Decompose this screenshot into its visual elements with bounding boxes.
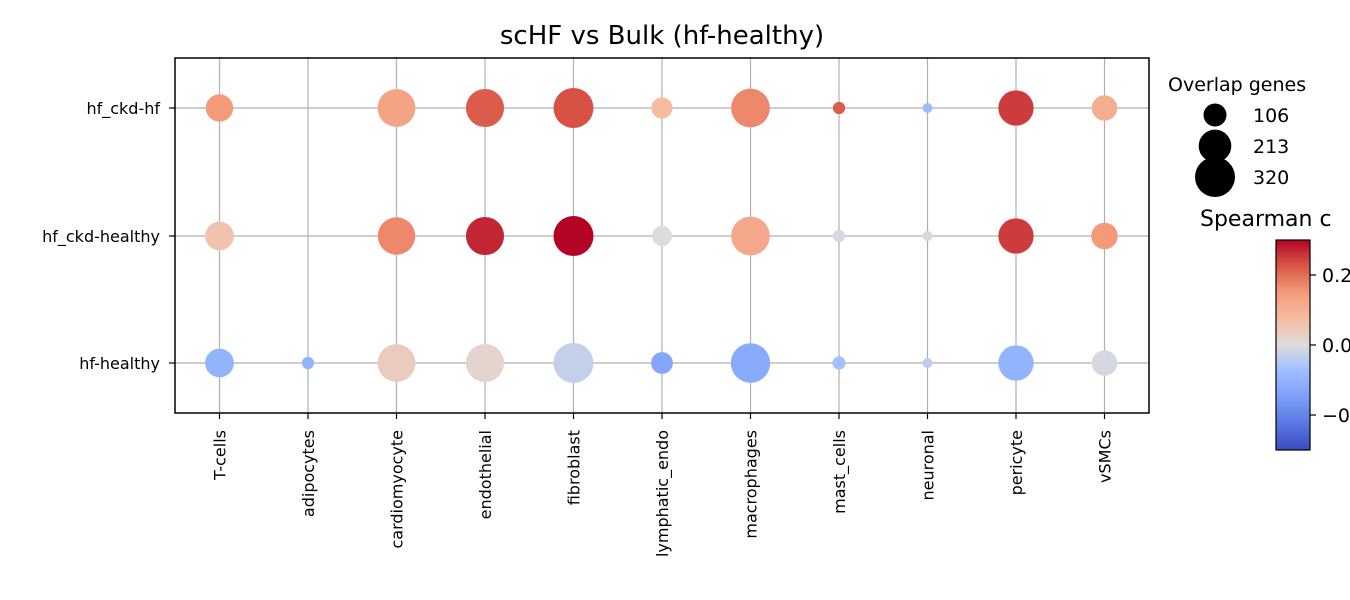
data-point bbox=[832, 101, 846, 115]
data-point bbox=[652, 226, 672, 246]
x-tick-label: mast_cells bbox=[830, 430, 850, 514]
x-tick-label: adipocytes bbox=[299, 430, 318, 517]
size-legend-label: 106 bbox=[1253, 105, 1289, 127]
data-points bbox=[205, 88, 1118, 383]
data-point bbox=[553, 216, 594, 256]
data-point bbox=[377, 217, 416, 255]
data-point bbox=[731, 216, 770, 256]
data-point bbox=[377, 89, 416, 127]
data-point bbox=[377, 344, 416, 382]
data-point bbox=[998, 218, 1034, 254]
chart-title: scHF vs Bulk (hf-healthy) bbox=[500, 21, 824, 51]
x-tick-label: cardiomyocyte bbox=[388, 430, 407, 549]
x-tick-label: neuronal bbox=[919, 430, 938, 501]
x-tick-label: lymphatic_endo bbox=[653, 430, 673, 557]
data-point bbox=[205, 348, 234, 378]
x-axis-ticks: T-cells adipocytes cardiomyocyte endothelia… bbox=[211, 413, 1115, 557]
data-point bbox=[205, 221, 234, 251]
y-tick-label: hf_ckd-healthy bbox=[42, 227, 160, 247]
data-point bbox=[1091, 95, 1118, 121]
size-legend-label: 320 bbox=[1253, 167, 1289, 189]
data-point bbox=[465, 216, 505, 256]
data-point bbox=[651, 352, 673, 374]
size-legend-label: 213 bbox=[1253, 136, 1289, 158]
y-tick-label: hf_ckd-hf bbox=[86, 99, 160, 119]
x-tick-label: T-cells bbox=[211, 430, 230, 481]
data-point bbox=[1091, 222, 1118, 250]
size-legend-marker bbox=[1198, 129, 1232, 163]
data-point bbox=[730, 343, 771, 383]
colorbar-title: Spearman c bbox=[1200, 207, 1332, 232]
x-tick-label: fibroblast bbox=[565, 430, 584, 505]
x-tick-label: vSMCs bbox=[1096, 430, 1115, 483]
data-point bbox=[922, 231, 933, 241]
x-tick-label: endothelial bbox=[476, 430, 495, 519]
data-point bbox=[465, 88, 505, 128]
data-point bbox=[922, 358, 933, 368]
data-point bbox=[998, 345, 1034, 381]
size-legend-marker bbox=[1195, 157, 1235, 197]
colorbar-gradient bbox=[1275, 239, 1311, 451]
data-point bbox=[465, 343, 505, 383]
data-point bbox=[301, 356, 315, 370]
data-point bbox=[1091, 350, 1118, 376]
size-legend-marker bbox=[1203, 103, 1227, 127]
x-tick-label: macrophages bbox=[742, 430, 761, 539]
x-tick-label: pericyte bbox=[1007, 430, 1026, 495]
data-point bbox=[832, 229, 846, 243]
size-legend-title: Overlap genes bbox=[1168, 74, 1306, 96]
y-tick-label: hf-healthy bbox=[79, 354, 160, 373]
data-point bbox=[922, 103, 933, 113]
colorbar: Spearman c 0.2 0.0 −0 bbox=[1200, 207, 1350, 451]
colorbar-tick-label: 0.2 bbox=[1322, 265, 1350, 287]
y-axis-ticks: hf_ckd-hf hf_ckd-healthy hf-healthy bbox=[42, 99, 175, 373]
data-point bbox=[998, 90, 1034, 126]
data-point bbox=[731, 88, 770, 128]
data-point bbox=[832, 356, 846, 370]
data-point bbox=[553, 88, 594, 128]
data-point bbox=[651, 97, 673, 119]
data-point bbox=[553, 343, 594, 383]
colorbar-tick-label: −0 bbox=[1322, 405, 1350, 427]
data-point bbox=[205, 94, 234, 122]
colorbar-tick-label: 0.0 bbox=[1322, 335, 1350, 357]
size-legend: Overlap genes 106 213 320 bbox=[1168, 74, 1306, 197]
